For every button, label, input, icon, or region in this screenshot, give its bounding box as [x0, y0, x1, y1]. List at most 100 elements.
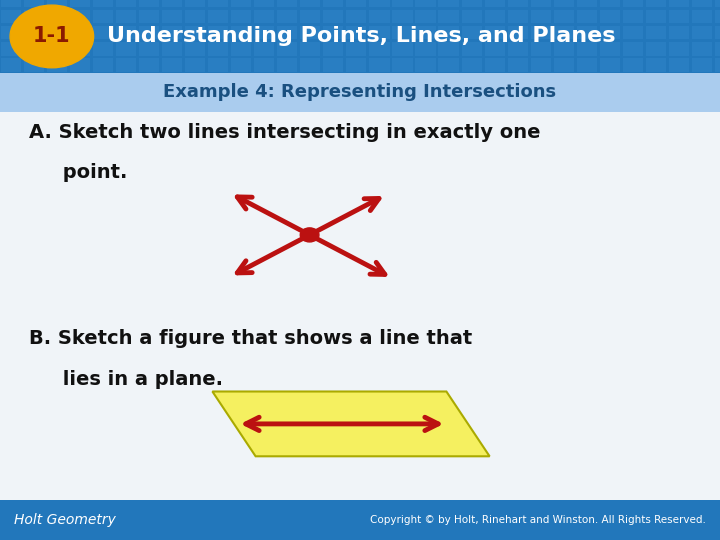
Bar [485, 10, 505, 23]
Bar [162, 26, 182, 39]
Bar [600, 42, 620, 56]
Bar [692, 42, 712, 56]
Bar [254, 26, 274, 39]
Bar [231, 0, 251, 7]
Bar [24, 42, 44, 56]
Bar [70, 0, 90, 7]
Bar [462, 26, 482, 39]
Bar [93, 42, 113, 56]
Bar [508, 10, 528, 23]
Bar [116, 58, 136, 72]
Bar [508, 26, 528, 39]
Bar [139, 42, 159, 56]
Bar [554, 0, 574, 7]
Bar [715, 0, 720, 7]
Bar [1, 58, 21, 72]
Bar [323, 58, 343, 72]
Bar [162, 42, 182, 56]
Bar [300, 10, 320, 23]
Bar [646, 42, 666, 56]
Circle shape [300, 228, 319, 242]
Bar [346, 58, 366, 72]
Bar [24, 10, 44, 23]
Bar [554, 42, 574, 56]
Bar [392, 26, 413, 39]
Bar [531, 42, 551, 56]
Bar [623, 26, 643, 39]
Bar [24, 26, 44, 39]
Bar [47, 10, 67, 23]
Bar [254, 42, 274, 56]
Bar [438, 10, 459, 23]
Bar [93, 26, 113, 39]
Bar [577, 0, 597, 7]
Text: B. Sketch a figure that shows a line that: B. Sketch a figure that shows a line tha… [29, 329, 472, 348]
Bar [669, 10, 689, 23]
Circle shape [10, 5, 94, 68]
Bar [600, 0, 620, 7]
Bar [508, 58, 528, 72]
Bar [485, 0, 505, 7]
Bar [208, 26, 228, 39]
Bar [70, 42, 90, 56]
Bar [462, 0, 482, 7]
Bar [554, 10, 574, 23]
Bar [646, 10, 666, 23]
Bar [577, 10, 597, 23]
Bar [93, 58, 113, 72]
Bar [254, 10, 274, 23]
Bar [139, 58, 159, 72]
Bar [24, 58, 44, 72]
Bar [577, 58, 597, 72]
Bar [208, 10, 228, 23]
Bar [0, 500, 720, 540]
Bar [208, 42, 228, 56]
Bar [231, 10, 251, 23]
Text: A. Sketch two lines intersecting in exactly one: A. Sketch two lines intersecting in exac… [29, 123, 540, 141]
Bar [47, 26, 67, 39]
Bar [47, 0, 67, 7]
Bar [162, 10, 182, 23]
Bar [554, 26, 574, 39]
Bar [531, 10, 551, 23]
Bar [346, 26, 366, 39]
Bar [277, 0, 297, 7]
Bar [346, 0, 366, 7]
Bar [208, 58, 228, 72]
Bar [715, 10, 720, 23]
Bar [438, 26, 459, 39]
Bar [392, 10, 413, 23]
Bar [116, 26, 136, 39]
Text: Copyright © by Holt, Rinehart and Winston. All Rights Reserved.: Copyright © by Holt, Rinehart and Winsto… [370, 515, 706, 525]
Bar [116, 10, 136, 23]
Bar [70, 58, 90, 72]
Bar [185, 26, 205, 39]
Bar [1, 42, 21, 56]
Bar [692, 0, 712, 7]
Bar [692, 58, 712, 72]
Bar [392, 0, 413, 7]
Bar [415, 10, 436, 23]
Bar [600, 26, 620, 39]
Bar [300, 0, 320, 7]
Bar [415, 26, 436, 39]
Bar [185, 42, 205, 56]
Bar [669, 26, 689, 39]
Bar [93, 0, 113, 7]
Polygon shape [212, 392, 490, 456]
Bar [1, 10, 21, 23]
Text: Example 4: Representing Intersections: Example 4: Representing Intersections [163, 83, 557, 102]
Bar [369, 0, 390, 7]
Bar [692, 26, 712, 39]
Bar [485, 58, 505, 72]
Bar [116, 42, 136, 56]
Bar [231, 26, 251, 39]
Bar [438, 42, 459, 56]
Bar [300, 42, 320, 56]
Bar [254, 58, 274, 72]
Bar [692, 10, 712, 23]
Bar [116, 0, 136, 7]
Bar [485, 42, 505, 56]
Text: point.: point. [29, 163, 127, 182]
Bar [0, 73, 720, 500]
